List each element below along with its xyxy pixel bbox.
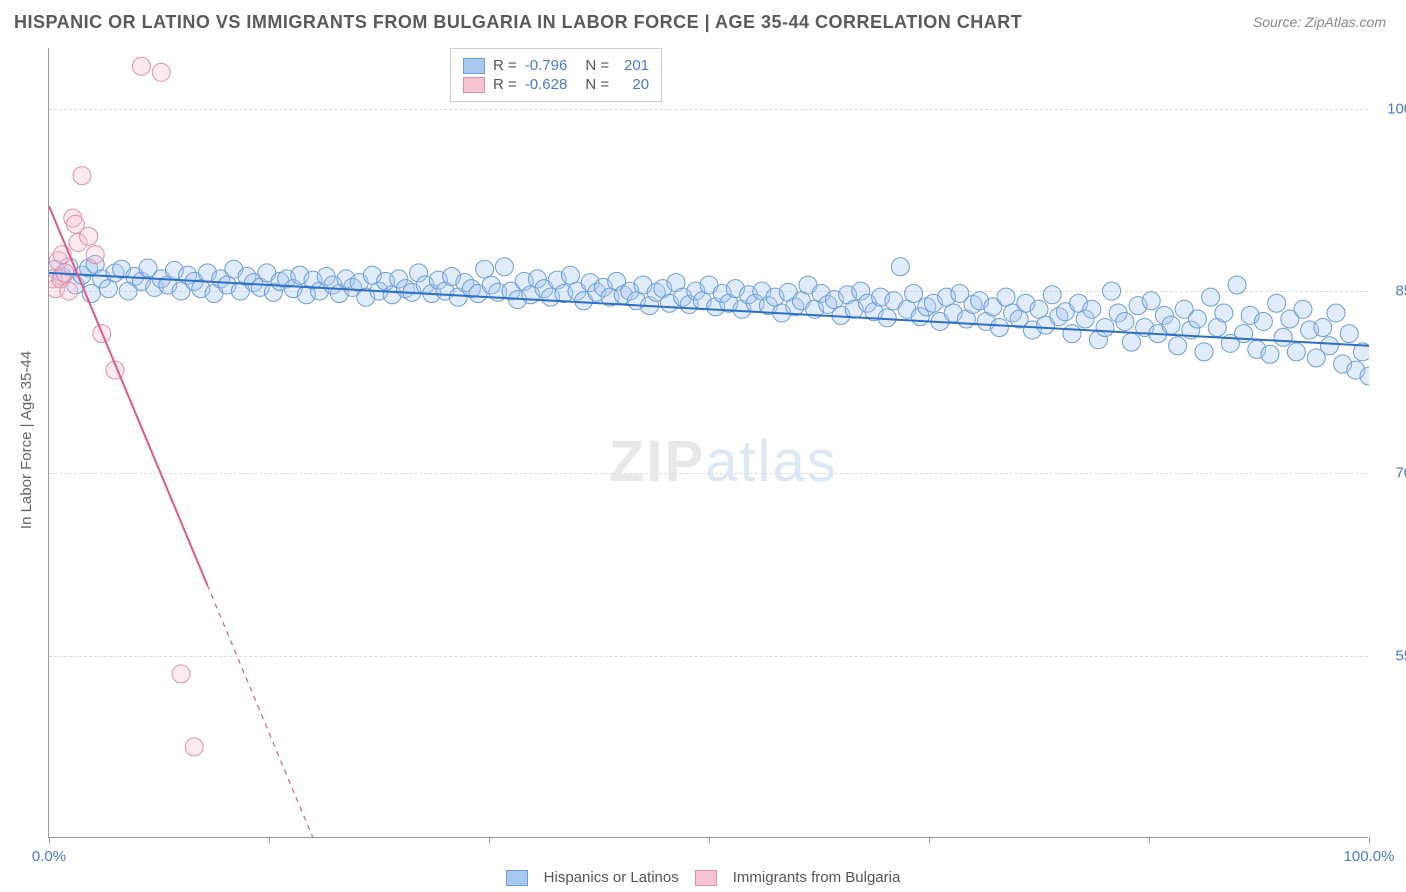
data-point (1043, 286, 1061, 304)
legend-n-label: N = (585, 76, 609, 93)
y-tick-label: 100.0% (1378, 100, 1406, 117)
data-point (1294, 300, 1312, 318)
data-point (1202, 288, 1220, 306)
legend-swatch (463, 58, 485, 74)
data-point (561, 266, 579, 284)
data-point (1195, 343, 1213, 361)
legend-swatch (506, 870, 528, 886)
data-point (1103, 282, 1121, 300)
data-point (1116, 312, 1134, 330)
x-tick (1369, 837, 1370, 843)
chart-title: HISPANIC OR LATINO VS IMMIGRANTS FROM BU… (14, 12, 1022, 33)
data-point (1314, 319, 1332, 337)
data-point (476, 260, 494, 278)
data-point (1268, 294, 1286, 312)
data-point (495, 258, 513, 276)
data-point (86, 246, 104, 264)
x-tick-label: 100.0% (1344, 848, 1395, 865)
legend-n-value: 201 (617, 57, 649, 74)
data-point (1215, 304, 1233, 322)
data-point (905, 285, 923, 303)
data-point (1261, 345, 1279, 363)
legend-r-value: -0.628 (525, 76, 568, 93)
data-point (99, 280, 117, 298)
scatter-plot-svg (49, 48, 1369, 838)
series-legend: Hispanics or Latinos Immigrants from Bulg… (0, 868, 1406, 886)
data-point (132, 57, 150, 75)
data-point (1063, 325, 1081, 343)
data-point (1083, 300, 1101, 318)
data-point (1030, 300, 1048, 318)
y-tick-label: 70.0% (1378, 465, 1406, 482)
legend-r-label: R = (493, 76, 517, 93)
data-point (1254, 312, 1272, 330)
data-point (891, 258, 909, 276)
data-point (1122, 333, 1140, 351)
y-axis-label: In Labor Force | Age 35-44 (18, 351, 35, 529)
legend-r-value: -0.796 (525, 57, 568, 74)
data-point (990, 319, 1008, 337)
data-point (1096, 319, 1114, 337)
legend-r-label: R = (493, 57, 517, 74)
legend-series-label: Immigrants from Bulgaria (733, 869, 901, 886)
x-tick-label: 0.0% (32, 848, 66, 865)
legend-swatch (463, 77, 485, 93)
data-point (1320, 337, 1338, 355)
legend-swatch (695, 870, 717, 886)
data-point (1340, 325, 1358, 343)
data-point (152, 63, 170, 81)
data-point (1274, 328, 1292, 346)
data-point (997, 288, 1015, 306)
chart-plot-area: ZIPatlas 55.0%70.0%85.0%100.0%0.0%100.0% (48, 48, 1368, 838)
correlation-legend: R = -0.796 N = 201 R = -0.628 N = 20 (450, 48, 662, 102)
data-point (80, 227, 98, 245)
data-point (60, 282, 78, 300)
trend-line-dashed (207, 585, 313, 838)
data-point (1169, 337, 1187, 355)
legend-row: R = -0.628 N = 20 (463, 76, 649, 93)
data-point (1287, 343, 1305, 361)
data-point (1188, 310, 1206, 328)
data-point (185, 738, 203, 756)
data-point (73, 167, 91, 185)
legend-n-label: N = (585, 57, 609, 74)
legend-row: R = -0.796 N = 201 (463, 57, 649, 74)
legend-n-value: 20 (617, 76, 649, 93)
y-tick-label: 85.0% (1378, 283, 1406, 300)
legend-series-label: Hispanics or Latinos (544, 869, 679, 886)
data-point (1327, 304, 1345, 322)
data-point (1162, 316, 1180, 334)
y-tick-label: 55.0% (1378, 647, 1406, 664)
data-point (172, 665, 190, 683)
data-point (1228, 276, 1246, 294)
data-point (1142, 292, 1160, 310)
source-attribution: Source: ZipAtlas.com (1253, 14, 1386, 30)
